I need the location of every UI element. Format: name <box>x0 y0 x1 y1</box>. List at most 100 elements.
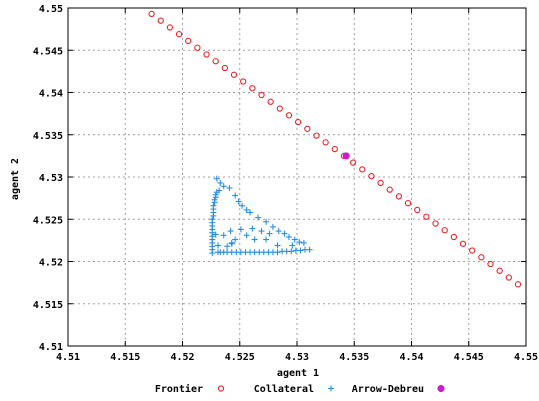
data-point <box>232 192 239 199</box>
legend-marker <box>328 385 334 392</box>
grid-lines <box>68 8 526 346</box>
data-point <box>478 254 485 261</box>
data-series <box>148 10 522 288</box>
data-point <box>496 267 503 274</box>
data-point <box>148 10 155 18</box>
data-point <box>395 193 403 200</box>
data-point <box>213 175 220 182</box>
data-point <box>237 226 244 233</box>
y-axis-label: agent 2 <box>10 158 21 200</box>
x-tick-label: 4.54 <box>399 352 423 363</box>
legend-label: Arrow-Debreu <box>352 384 424 395</box>
data-point <box>487 260 494 268</box>
data-point <box>203 51 210 58</box>
y-tick-label: 4.545 <box>33 46 63 57</box>
data-point <box>423 213 430 220</box>
data-point <box>331 145 338 153</box>
data-point <box>306 246 313 253</box>
data-point <box>258 91 265 99</box>
data-point <box>274 242 281 249</box>
series-arrow-debreu <box>342 152 350 160</box>
data-point <box>194 44 201 51</box>
y-tick-label: 4.53 <box>39 173 63 184</box>
data-point <box>235 198 242 205</box>
data-point <box>514 281 522 288</box>
data-point <box>263 218 270 225</box>
legend-marker <box>217 385 225 392</box>
x-tick-labels: 4.51 4.515 4.52 4.525 4.53 4.535 4.54 4.545 4.55 <box>56 352 538 363</box>
data-point <box>243 206 250 213</box>
data-point <box>228 240 235 247</box>
y-tick-label: 4.515 <box>33 300 63 311</box>
data-point <box>289 242 296 249</box>
data-point <box>185 37 192 45</box>
data-point <box>469 247 476 254</box>
data-point <box>217 179 224 186</box>
data-point <box>285 233 292 240</box>
data-point <box>274 249 281 256</box>
data-point <box>267 98 274 105</box>
data-point <box>294 118 302 126</box>
legend-item: Frontier <box>155 383 225 395</box>
data-point <box>212 231 219 238</box>
data-point <box>263 236 270 243</box>
series-frontier <box>148 10 522 288</box>
data-point <box>212 58 219 65</box>
legend-item: Collateral <box>254 384 334 395</box>
data-point <box>221 64 229 72</box>
x-tick-label: 4.515 <box>110 352 140 363</box>
data-point <box>432 220 439 227</box>
legend: Frontier Collateral Arrow-Debreu <box>155 383 445 395</box>
data-point <box>304 125 311 132</box>
data-point <box>232 236 239 243</box>
data-point <box>450 233 458 241</box>
x-tick-label: 4.55 <box>514 352 538 363</box>
legend-marker <box>437 384 445 393</box>
y-tick-label: 4.55 <box>39 4 63 15</box>
data-point <box>226 184 233 191</box>
data-point <box>210 202 217 209</box>
data-point <box>266 230 273 237</box>
x-tick-label: 4.53 <box>285 352 309 363</box>
data-point <box>227 228 234 235</box>
data-point <box>220 232 227 239</box>
x-tick-label: 4.525 <box>225 352 255 363</box>
legend-label: Collateral <box>254 384 314 395</box>
series-collateral <box>209 175 313 257</box>
data-point <box>240 78 247 85</box>
data-point <box>349 159 357 166</box>
data-point <box>224 243 231 250</box>
data-point <box>275 228 282 235</box>
legend-item: Arrow-Debreu <box>352 384 445 395</box>
y-tick-label: 4.535 <box>33 131 63 142</box>
data-point <box>505 274 512 281</box>
legend-label: Frontier <box>155 383 203 395</box>
data-point <box>377 179 384 187</box>
x-tick-label: 4.52 <box>170 352 194 363</box>
data-point <box>175 31 183 38</box>
x-tick-label: 4.545 <box>454 352 484 363</box>
plot-frame <box>67 7 527 347</box>
data-point <box>214 242 221 249</box>
data-point <box>288 248 295 255</box>
data-point <box>322 139 329 146</box>
x-tick-label: 4.535 <box>339 352 369 363</box>
data-point <box>269 223 276 230</box>
data-point <box>255 214 262 221</box>
data-point <box>243 232 250 239</box>
data-point <box>230 71 238 78</box>
data-point <box>342 152 350 160</box>
data-point <box>296 239 303 246</box>
data-point <box>441 227 448 234</box>
data-point <box>249 85 256 92</box>
data-point <box>157 17 164 24</box>
data-point <box>239 202 246 209</box>
data-point <box>404 200 412 207</box>
data-point <box>209 216 216 223</box>
data-point <box>414 206 421 214</box>
data-point <box>216 187 223 194</box>
data-point <box>281 230 288 237</box>
data-point <box>300 239 307 246</box>
y-tick-label: 4.52 <box>39 258 63 269</box>
data-point <box>297 247 304 254</box>
